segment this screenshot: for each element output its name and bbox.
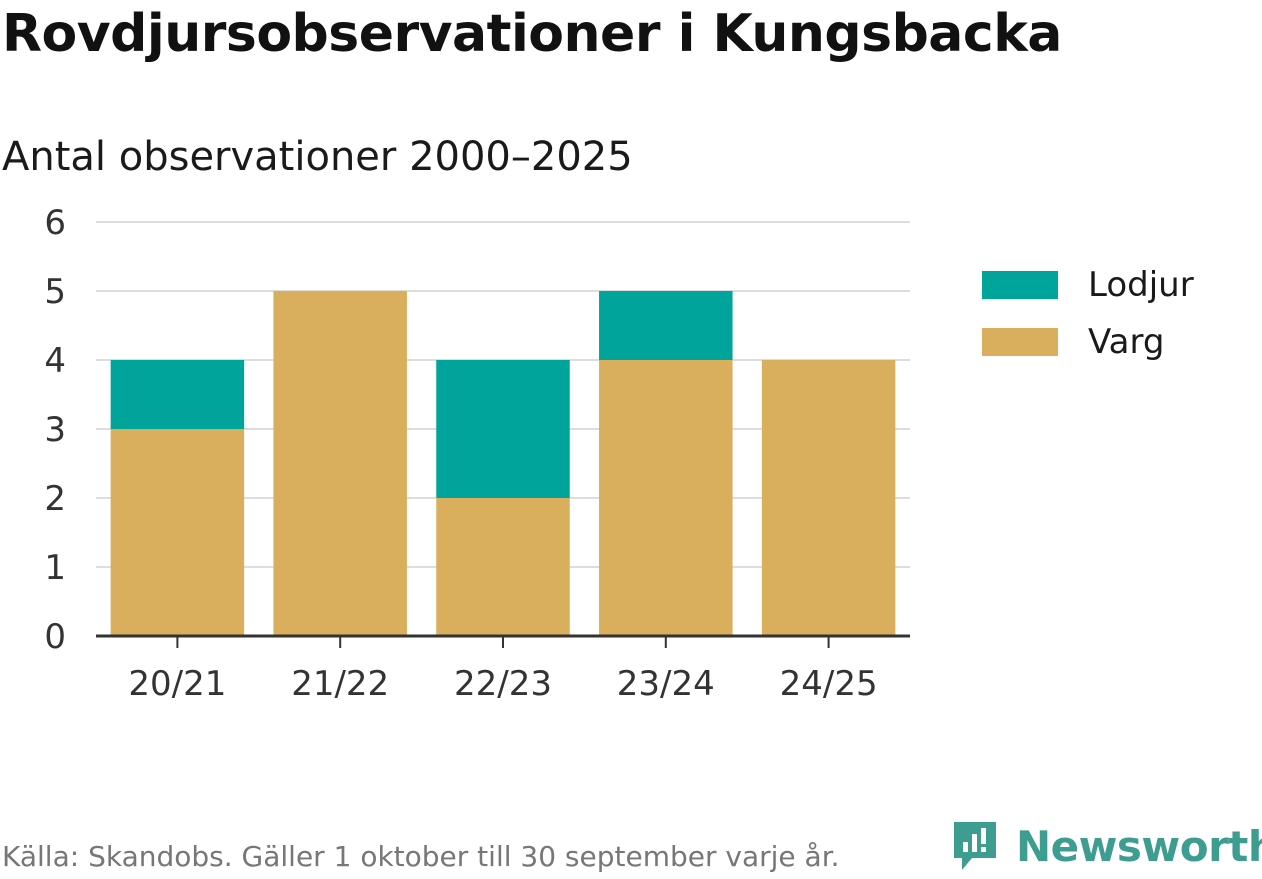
y-tick-label-4: 4 (44, 341, 66, 381)
newsworthy-logo-icon (954, 822, 996, 870)
brand-logo: Newsworthy (950, 818, 1262, 874)
bar-lodjur-22-23 (436, 360, 570, 498)
y-tick-label-5: 5 (44, 272, 66, 312)
bar-varg-22-23 (436, 498, 570, 636)
axes: 0 1 2 3 4 5 6 20/21 21/22 22/23 23/24 24/25 (44, 203, 910, 704)
x-tick-label-23-24: 23/24 (617, 664, 715, 704)
bar-varg-20-21 (110, 429, 245, 636)
bar-varg-21-22 (273, 291, 407, 636)
legend-swatch-varg (982, 327, 1058, 356)
brand-name: Newsworthy (1016, 821, 1262, 871)
chart-subtitle: Antal observationer 2000–2025 (2, 134, 633, 180)
x-tick-label-24-25: 24/25 (780, 664, 878, 704)
legend-swatch-lodjur (982, 270, 1058, 299)
y-tick-label-1: 1 (44, 548, 66, 588)
bar-lodjur-20-21 (110, 360, 245, 429)
bar-varg-23-24 (599, 360, 733, 636)
legend-label-varg: Varg (1088, 321, 1165, 362)
bars (110, 291, 896, 636)
bar-lodjur-23-24 (599, 291, 733, 360)
x-tick-label-21-22: 21/22 (291, 664, 389, 704)
y-tick-label-2: 2 (44, 479, 66, 519)
source-note: Källa: Skandobs. Gäller 1 oktober till 3… (2, 840, 840, 873)
legend-item-varg: Varg (982, 313, 1194, 370)
legend-label-lodjur: Lodjur (1088, 264, 1194, 305)
legend-item-lodjur: Lodjur (982, 256, 1194, 313)
chart-title: Rovdjursobservationer i Kungsbacka (2, 4, 1062, 64)
y-tick-label-6: 6 (44, 203, 66, 243)
bar-varg-24-25 (761, 360, 896, 636)
legend: Lodjur Varg (982, 256, 1194, 370)
x-tick-label-22-23: 22/23 (454, 664, 552, 704)
y-tick-label-0: 0 (44, 617, 66, 657)
y-tick-label-3: 3 (44, 410, 66, 450)
x-tick-label-20-21: 20/21 (128, 664, 226, 704)
